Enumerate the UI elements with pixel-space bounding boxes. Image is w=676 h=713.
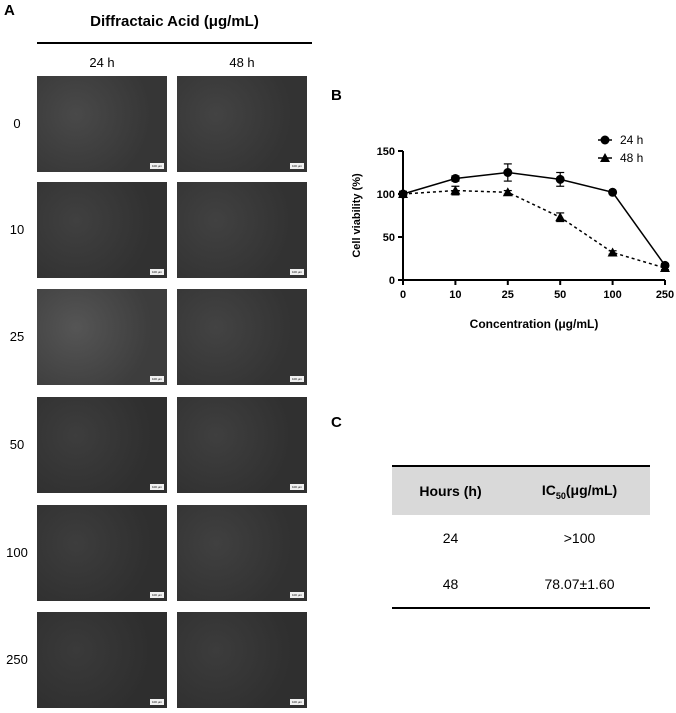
table-row: 24 >100 [392, 515, 650, 561]
hours-cell: 48 [392, 561, 510, 609]
micrograph-image: 100 μm [177, 397, 307, 493]
panel-a-letter: A [4, 2, 15, 19]
column-label: 48 h [229, 55, 255, 70]
hours-cell: 24 [442, 530, 459, 546]
y-tick-label: 0 [389, 275, 395, 287]
data-point-circle [450, 174, 460, 184]
scale-bar: 100 μm [150, 484, 164, 490]
data-point-triangle [398, 189, 408, 198]
x-tick-label: 50 [554, 289, 566, 301]
scale-bar: 100 μm [290, 484, 304, 490]
micrograph-image: 100 μm [37, 612, 167, 708]
micrograph-image: 100 μm [177, 289, 307, 385]
hours-header: Hours (h) [392, 465, 510, 515]
cell-viability-chart: 0 50 100 150 0 10 25 50 100 250 Concentration (μg/… [351, 133, 674, 331]
data-point-circle [608, 187, 618, 197]
series-line-2 [402, 189, 666, 269]
row-label: 250 [6, 652, 28, 667]
row-label: 100 [6, 545, 28, 560]
scale-bar: 100 μm [150, 592, 164, 598]
x-tick-label: 250 [656, 289, 674, 301]
data-point-triangle [660, 262, 670, 272]
micrograph-image: 100 μm [37, 289, 167, 385]
column-label: 24 h [89, 55, 115, 70]
data-point-circle [503, 168, 513, 177]
y-axis-label: Cell viability (%) [351, 173, 363, 258]
row-label: 10 [9, 222, 25, 237]
micrograph-image: 100 μm [37, 397, 167, 493]
legend-marker-triangle [600, 153, 610, 162]
scale-bar: 100 μm [150, 376, 164, 382]
ic50-cell: >100 [563, 530, 596, 546]
micrograph-image: 100 μm [37, 76, 167, 172]
micrograph-image: 100 μm [177, 612, 307, 708]
scale-bar: 100 μm [290, 699, 304, 705]
y-tick-label: 150 [377, 146, 395, 158]
data-point-triangle [555, 212, 566, 222]
row-label: 50 [9, 437, 25, 452]
x-tick-label: 25 [502, 289, 514, 301]
title-underline [37, 42, 312, 44]
scale-bar: 100 μm [150, 699, 164, 705]
y-tick-label: 100 [377, 189, 395, 201]
legend-marker-circle [600, 135, 610, 145]
table-header-row: Hours (h) IC50(μg/mL) [392, 465, 650, 515]
scale-bar: 100 μm [290, 592, 304, 598]
scale-bar: 100 μm [290, 376, 304, 382]
x-tick-label: 0 [400, 289, 406, 301]
scale-bar: 100 μm [290, 163, 304, 169]
legend-label: 24 h [620, 133, 643, 147]
table-row: 48 78.07±1.60 [392, 561, 650, 609]
data-point-triangle [450, 185, 461, 195]
panel-a-title: Diffractaic Acid (μg/mL) [90, 13, 259, 30]
panel-c-letter: C [331, 414, 342, 431]
micrograph-image: 100 μm [177, 76, 307, 172]
panel-b-letter: B [331, 87, 342, 104]
data-point-triangle [502, 187, 513, 197]
ic50-cell: 78.07±1.60 [509, 561, 650, 609]
micrograph-image: 100 μm [177, 505, 307, 601]
ic50-header-ic: IC [541, 481, 556, 498]
micrograph-image: 100 μm [37, 505, 167, 601]
ic50-header-unit: (μg/mL) [565, 481, 618, 498]
scale-bar: 100 μm [290, 269, 304, 275]
row-label: 25 [9, 329, 25, 344]
x-tick-label: 100 [603, 289, 621, 301]
legend-label: 48 h [620, 151, 643, 165]
ic50-header: IC50(μg/mL) [509, 465, 650, 515]
data-point-triangle [607, 247, 618, 257]
ic50-table: Hours (h) IC50(μg/mL) 24 >100 48 78.07±1… [392, 465, 650, 609]
series-line-1 [402, 171, 666, 266]
scale-bar: 100 μm [150, 163, 164, 169]
x-tick-label: 10 [449, 289, 461, 301]
data-point-circle [555, 174, 565, 184]
x-axis-label: Concentration (μg/mL) [470, 317, 599, 331]
micrograph-image: 100 μm [37, 182, 167, 278]
ic50-header-subscript: 50 [555, 490, 566, 501]
y-tick-label: 50 [383, 232, 395, 244]
row-label: 0 [13, 116, 21, 131]
micrograph-image: 100 μm [177, 182, 307, 278]
scale-bar: 100 μm [150, 269, 164, 275]
